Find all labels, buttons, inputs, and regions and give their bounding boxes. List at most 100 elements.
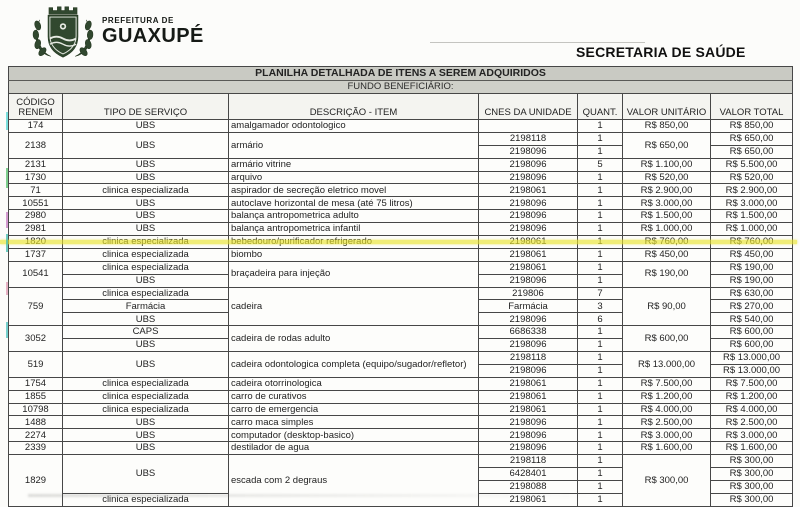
valor-total-cell: R$ 13.000,00 <box>709 363 794 378</box>
quant-cell: 1 <box>577 325 623 340</box>
tipo-cell: UBS <box>62 441 229 456</box>
item-row: 2131 UBS armário vitrine 2198096 5 R$ 1.100,0… <box>8 157 794 172</box>
codigo-cell: 2274 <box>8 428 63 443</box>
valor-total-cell: R$ 850,00 <box>709 119 794 133</box>
table-title: PLANILHA DETALHADA DE ITENS A SEREM ADQU… <box>7 66 794 81</box>
cnes-cell: 6428401 <box>478 467 578 481</box>
quant-cell: 1 <box>577 479 623 494</box>
codigo-cell: 1730 <box>8 170 63 185</box>
items-table: PLANILHA DETALHADA DE ITENS A SEREM ADQU… <box>7 66 794 507</box>
codigo-cell: 174 <box>8 119 63 133</box>
cnes-cell: 2198061 <box>478 183 578 198</box>
tipo-cell: UBS <box>62 222 229 237</box>
quant-cell: 1 <box>577 235 623 249</box>
quant-cell: 1 <box>577 247 623 262</box>
quant-cell: 1 <box>577 209 623 224</box>
valor-unitario-cell: R$ 190,00 <box>622 260 711 288</box>
cnes-cell: 2198096 <box>478 222 578 237</box>
coat-of-arms-icon <box>32 6 94 58</box>
valor-total-cell: R$ 600,00 <box>709 325 794 340</box>
table-subtitle: FUNDO BENEFICIÁRIO: <box>7 80 794 94</box>
valor-unitario-cell: R$ 2.500,00 <box>622 415 711 430</box>
quant-cell: 1 <box>577 260 623 275</box>
codigo-cell: 519 <box>8 351 63 378</box>
valor-total-cell: R$ 1.000,00 <box>709 222 794 237</box>
tipo-cell: UBS <box>62 338 229 353</box>
cnes-cell: 2198096 <box>478 428 578 443</box>
valor-unitario-cell: R$ 1.000,00 <box>622 222 711 237</box>
codigo-cell: 2138 <box>8 131 63 159</box>
codigo-cell: 2981 <box>8 222 63 237</box>
quant-cell: 1 <box>577 183 623 198</box>
valor-total-cell: R$ 13.000,00 <box>709 351 794 365</box>
descricao-cell: aspirador de secreção eletrico movel <box>228 183 479 198</box>
codigo-cell: 2339 <box>8 441 63 456</box>
codigo-cell: 3052 <box>8 325 63 353</box>
valor-total-cell: R$ 520,00 <box>709 170 794 185</box>
valor-total-cell: R$ 190,00 <box>709 273 794 288</box>
tipo-cell: clinica especializada <box>62 183 229 198</box>
cnes-cell: 219806 <box>478 286 578 301</box>
tipo-cell: UBS <box>62 415 229 430</box>
item-row: 71 clinica especializada aspirador de secr… <box>8 183 794 198</box>
item-row: 10798 clinica especializada carro de emerg… <box>8 402 794 417</box>
descricao-cell: balança antropometrica adulto <box>228 209 479 224</box>
table-title-row: PLANILHA DETALHADA DE ITENS A SEREM ADQU… <box>7 66 794 81</box>
cnes-cell: 2198096 <box>478 312 578 327</box>
item-row: Farmácia Farmácia 3 R$ 270,00 <box>8 299 794 314</box>
valor-total-cell: R$ 2.500,00 <box>709 415 794 430</box>
cnes-cell: 2198118 <box>478 351 578 365</box>
tipo-cell: UBS <box>62 454 229 494</box>
item-row: 1730 UBS arquivo 2198096 1 R$ 520,00 R$ 520,00 <box>8 170 794 185</box>
item-row: 2980 UBS balança antropometrica adulto 2198… <box>8 209 794 224</box>
cnes-cell: 2198096 <box>478 170 578 185</box>
valor-unitario-cell: R$ 90,00 <box>622 286 711 327</box>
tipo-cell: UBS <box>62 170 229 185</box>
item-row: UBS 2198096 1 R$ 600,00 <box>8 338 794 353</box>
valor-unitario-cell: R$ 13.000,00 <box>622 351 711 378</box>
quant-cell: 1 <box>577 415 623 430</box>
items-body: 174 UBS amalgamador odontologico 1 R$ 850,00… <box>8 119 794 507</box>
item-row: 1855 clinica especializada carro de curati… <box>8 389 794 404</box>
descricao-cell: carro maca simples <box>228 415 479 430</box>
item-row: 1754 clinica especializada cadeira otorrin… <box>8 376 794 391</box>
item-row: 10541 clinica especializada braçadeira par… <box>8 260 794 288</box>
cnes-cell: 2198061 <box>478 247 578 262</box>
column-header-row: CÓDIGO RENEM TIPO DE SERVIÇO DESCRIÇÃO - I… <box>8 93 794 120</box>
scan-artifact <box>6 282 8 295</box>
item-row: 1737 clinica especializada biombo 2198061 1 R… <box>8 247 794 262</box>
codigo-cell: 10798 <box>8 402 63 417</box>
valor-unitario-cell: R$ 3.000,00 <box>622 428 711 443</box>
valor-unitario-cell: R$ 850,00 <box>622 119 711 133</box>
valor-total-cell: R$ 3.000,00 <box>709 428 794 443</box>
valor-total-cell: R$ 1.200,00 <box>709 389 794 404</box>
valor-total-cell: R$ 3.000,00 <box>709 196 794 211</box>
item-row: 1820 clinica especializada bebedouro/purif… <box>8 235 794 249</box>
valor-total-cell: R$ 300,00 <box>709 479 794 494</box>
scan-artifact <box>6 168 8 188</box>
item-row: 2274 UBS computador (desktop-basico) 219809… <box>8 428 794 443</box>
valor-total-cell: R$ 7.500,00 <box>709 376 794 391</box>
tipo-cell: clinica especializada <box>62 235 229 249</box>
quant-cell: 1 <box>577 144 623 159</box>
tipo-cell: CAPS <box>62 325 229 340</box>
valor-unitario-cell: R$ 3.000,00 <box>622 196 711 211</box>
valor-unitario-cell: R$ 520,00 <box>622 170 711 185</box>
valor-total-cell: R$ 2.900,00 <box>709 183 794 198</box>
valor-total-cell: R$ 540,00 <box>709 312 794 327</box>
cnes-cell: 2198061 <box>478 389 578 404</box>
quant-cell: 1 <box>577 376 623 391</box>
quant-cell: 1 <box>577 454 623 469</box>
tipo-cell: clinica especializada <box>62 402 229 417</box>
tipo-cell: clinica especializada <box>62 260 229 275</box>
descricao-cell: amalgamador odontologico <box>228 119 479 133</box>
scan-artifact <box>6 234 8 252</box>
tipo-cell: UBS <box>62 428 229 443</box>
valor-total-cell: R$ 600,00 <box>709 338 794 353</box>
descricao-cell: braçadeira para injeção <box>228 260 479 288</box>
descricao-cell: arquivo <box>228 170 479 185</box>
quant-cell: 1 <box>577 402 623 417</box>
descricao-cell: cadeira odontologica completa (equipo/su… <box>228 351 479 378</box>
quant-cell: 1 <box>577 441 623 456</box>
valor-unitario-cell: R$ 7.500,00 <box>622 376 711 391</box>
